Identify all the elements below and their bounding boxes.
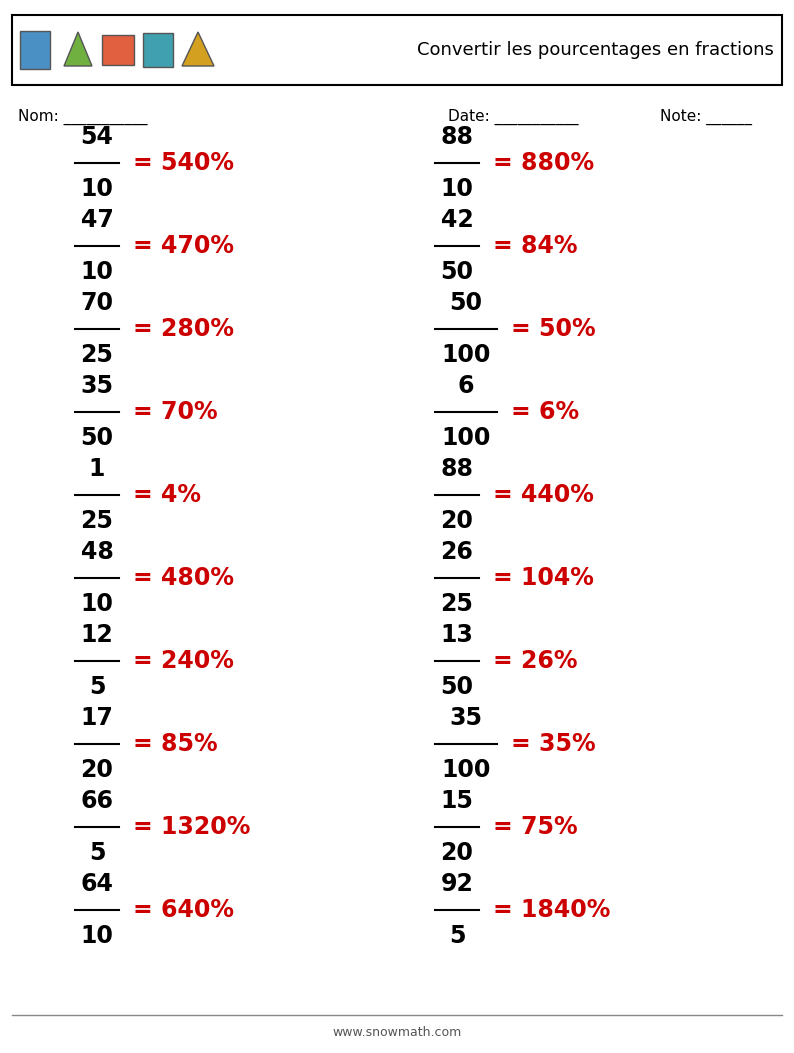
Text: = 85%: = 85% [133,732,218,756]
Text: 88: 88 [441,457,473,481]
Text: 20: 20 [441,509,473,533]
Text: = 440%: = 440% [493,483,594,506]
Text: 100: 100 [441,758,491,782]
Text: 47: 47 [80,208,114,232]
Text: 17: 17 [80,706,114,730]
Text: 13: 13 [441,623,473,647]
Text: Date: ___________: Date: ___________ [448,108,579,125]
Text: 64: 64 [80,872,114,896]
Text: = 84%: = 84% [493,234,577,258]
Text: 5: 5 [449,923,465,948]
Text: 5: 5 [89,675,106,699]
Text: = 75%: = 75% [493,815,577,839]
Text: Nom: ___________: Nom: ___________ [18,108,148,125]
Text: 66: 66 [80,789,114,813]
Text: = 1840%: = 1840% [493,898,611,922]
Text: = 35%: = 35% [511,732,596,756]
Text: 42: 42 [441,208,473,232]
Text: 10: 10 [441,177,473,201]
Text: = 480%: = 480% [133,567,234,590]
Text: Convertir les pourcentages en fractions: Convertir les pourcentages en fractions [417,41,773,59]
Polygon shape [182,32,214,66]
Text: Note: ______: Note: ______ [660,108,752,125]
Text: 92: 92 [441,872,473,896]
FancyBboxPatch shape [102,35,134,65]
Polygon shape [64,32,92,66]
Text: 12: 12 [81,623,114,647]
Text: 10: 10 [80,177,114,201]
Text: 1: 1 [89,457,105,481]
Text: 35: 35 [449,706,483,730]
Text: 70: 70 [80,291,114,315]
Text: = 70%: = 70% [133,400,218,424]
Text: 100: 100 [441,343,491,367]
Text: 20: 20 [441,841,473,865]
Text: www.snowmath.com: www.snowmath.com [333,1027,461,1039]
Text: 6: 6 [458,374,474,398]
Text: = 50%: = 50% [511,317,596,341]
Text: 25: 25 [80,343,114,367]
Text: = 104%: = 104% [493,567,594,590]
Text: 25: 25 [80,509,114,533]
Text: = 240%: = 240% [133,649,234,673]
Text: = 470%: = 470% [133,234,234,258]
Text: 10: 10 [80,923,114,948]
Text: 15: 15 [441,789,473,813]
Text: = 1320%: = 1320% [133,815,250,839]
Text: 100: 100 [441,426,491,450]
Text: 48: 48 [80,540,114,564]
Text: 26: 26 [441,540,473,564]
FancyBboxPatch shape [20,31,50,69]
Text: 25: 25 [441,592,473,616]
Text: = 640%: = 640% [133,898,234,922]
Text: 35: 35 [80,374,114,398]
FancyBboxPatch shape [12,15,782,85]
Text: = 280%: = 280% [133,317,234,341]
Text: 50: 50 [441,260,473,284]
Text: 10: 10 [80,592,114,616]
Text: = 880%: = 880% [493,151,594,175]
Text: = 4%: = 4% [133,483,201,506]
Text: = 26%: = 26% [493,649,577,673]
Text: 20: 20 [80,758,114,782]
Text: 50: 50 [80,426,114,450]
Text: 50: 50 [441,675,473,699]
Text: 88: 88 [441,125,473,150]
Text: = 6%: = 6% [511,400,579,424]
Text: 10: 10 [80,260,114,284]
Text: 50: 50 [449,291,483,315]
FancyBboxPatch shape [143,33,173,67]
Text: 5: 5 [89,841,106,865]
Text: 54: 54 [80,125,114,150]
Text: = 540%: = 540% [133,151,234,175]
